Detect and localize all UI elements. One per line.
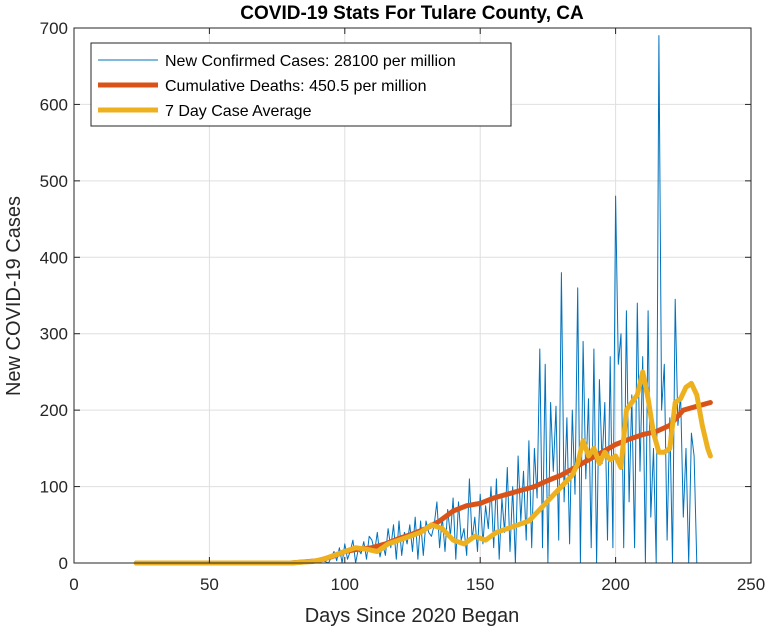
x-tick-label: 250 <box>737 575 765 594</box>
x-tick-label: 150 <box>466 575 494 594</box>
y-tick-label: 100 <box>40 478 68 497</box>
legend-entry: 7 Day Case Average <box>165 103 312 120</box>
chart-title: COVID-19 Stats For Tulare County, CA <box>240 3 584 24</box>
legend-entry: New Confirmed Cases: 28100 per million <box>165 53 456 70</box>
y-tick-label: 500 <box>40 172 68 191</box>
y-tick-label: 600 <box>40 95 68 114</box>
y-tick-label: 700 <box>40 19 68 38</box>
ticks-layer: 0 50 100 150 200 250 0 100 200 300 400 500 600 700 <box>40 19 766 594</box>
y-axis-label: New COVID-19 Cases <box>3 196 25 396</box>
y-tick-label: 400 <box>40 248 68 267</box>
legend: New Confirmed Cases: 28100 per million Cu… <box>90 42 512 127</box>
y-tick-label: 200 <box>40 401 68 420</box>
legend-items: New Confirmed Cases: 28100 per million Cu… <box>98 53 456 120</box>
legend-entry: Cumulative Deaths: 450.5 per million <box>165 78 426 95</box>
plot-frame <box>73 27 752 564</box>
x-axis-label: Days Since 2020 Began <box>305 605 520 627</box>
x-tick-label: 100 <box>331 575 359 594</box>
y-tick-label: 300 <box>40 325 68 344</box>
x-tick-label: 200 <box>601 575 629 594</box>
legend-box <box>90 42 512 127</box>
x-tick-label: 50 <box>200 575 219 594</box>
y-tick-label: 0 <box>59 554 68 573</box>
series-7-day-average <box>133 369 713 566</box>
series-layer <box>133 35 713 566</box>
x-tick-label: 0 <box>69 575 78 594</box>
